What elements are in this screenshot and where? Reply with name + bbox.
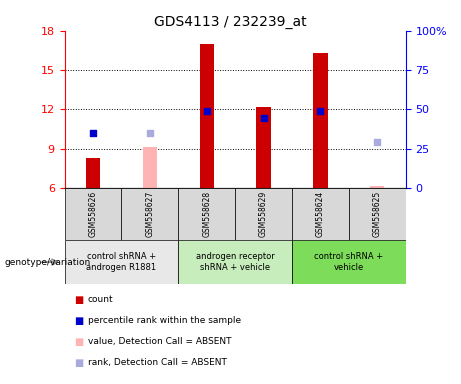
Bar xyxy=(200,44,214,188)
Point xyxy=(317,108,324,114)
Point xyxy=(373,139,381,145)
Text: percentile rank within the sample: percentile rank within the sample xyxy=(88,316,241,325)
Text: genotype/variation: genotype/variation xyxy=(5,258,91,266)
Bar xyxy=(65,188,121,240)
Bar xyxy=(143,147,157,188)
Bar xyxy=(292,188,349,240)
Point xyxy=(203,108,210,114)
Text: ■: ■ xyxy=(74,358,83,368)
Text: ■: ■ xyxy=(74,295,83,305)
Text: GSM558624: GSM558624 xyxy=(316,191,325,237)
Bar xyxy=(65,240,178,284)
Bar xyxy=(178,240,292,284)
Bar xyxy=(235,188,292,240)
Bar xyxy=(256,107,271,188)
Text: ■: ■ xyxy=(74,337,83,347)
Bar xyxy=(292,240,406,284)
Text: androgen receptor
shRNA + vehicle: androgen receptor shRNA + vehicle xyxy=(196,252,274,272)
Point xyxy=(146,130,154,136)
Text: rank, Detection Call = ABSENT: rank, Detection Call = ABSENT xyxy=(88,358,226,367)
Text: count: count xyxy=(88,295,113,304)
Text: control shRNA +
androgen R1881: control shRNA + androgen R1881 xyxy=(86,252,156,272)
Text: ■: ■ xyxy=(74,316,83,326)
Bar xyxy=(121,188,178,240)
Text: GSM558627: GSM558627 xyxy=(145,191,154,237)
Text: GDS4113 / 232239_at: GDS4113 / 232239_at xyxy=(154,15,307,29)
Bar xyxy=(313,53,327,188)
Bar xyxy=(370,185,384,188)
Bar xyxy=(349,188,406,240)
Text: GSM558625: GSM558625 xyxy=(373,191,382,237)
Text: control shRNA +
vehicle: control shRNA + vehicle xyxy=(314,252,384,272)
Text: value, Detection Call = ABSENT: value, Detection Call = ABSENT xyxy=(88,337,231,346)
Point xyxy=(260,115,267,121)
Point xyxy=(89,130,97,136)
Text: GSM558628: GSM558628 xyxy=(202,191,211,237)
Text: GSM558629: GSM558629 xyxy=(259,191,268,237)
Bar xyxy=(178,188,235,240)
Bar xyxy=(86,158,100,188)
Text: GSM558626: GSM558626 xyxy=(89,191,97,237)
